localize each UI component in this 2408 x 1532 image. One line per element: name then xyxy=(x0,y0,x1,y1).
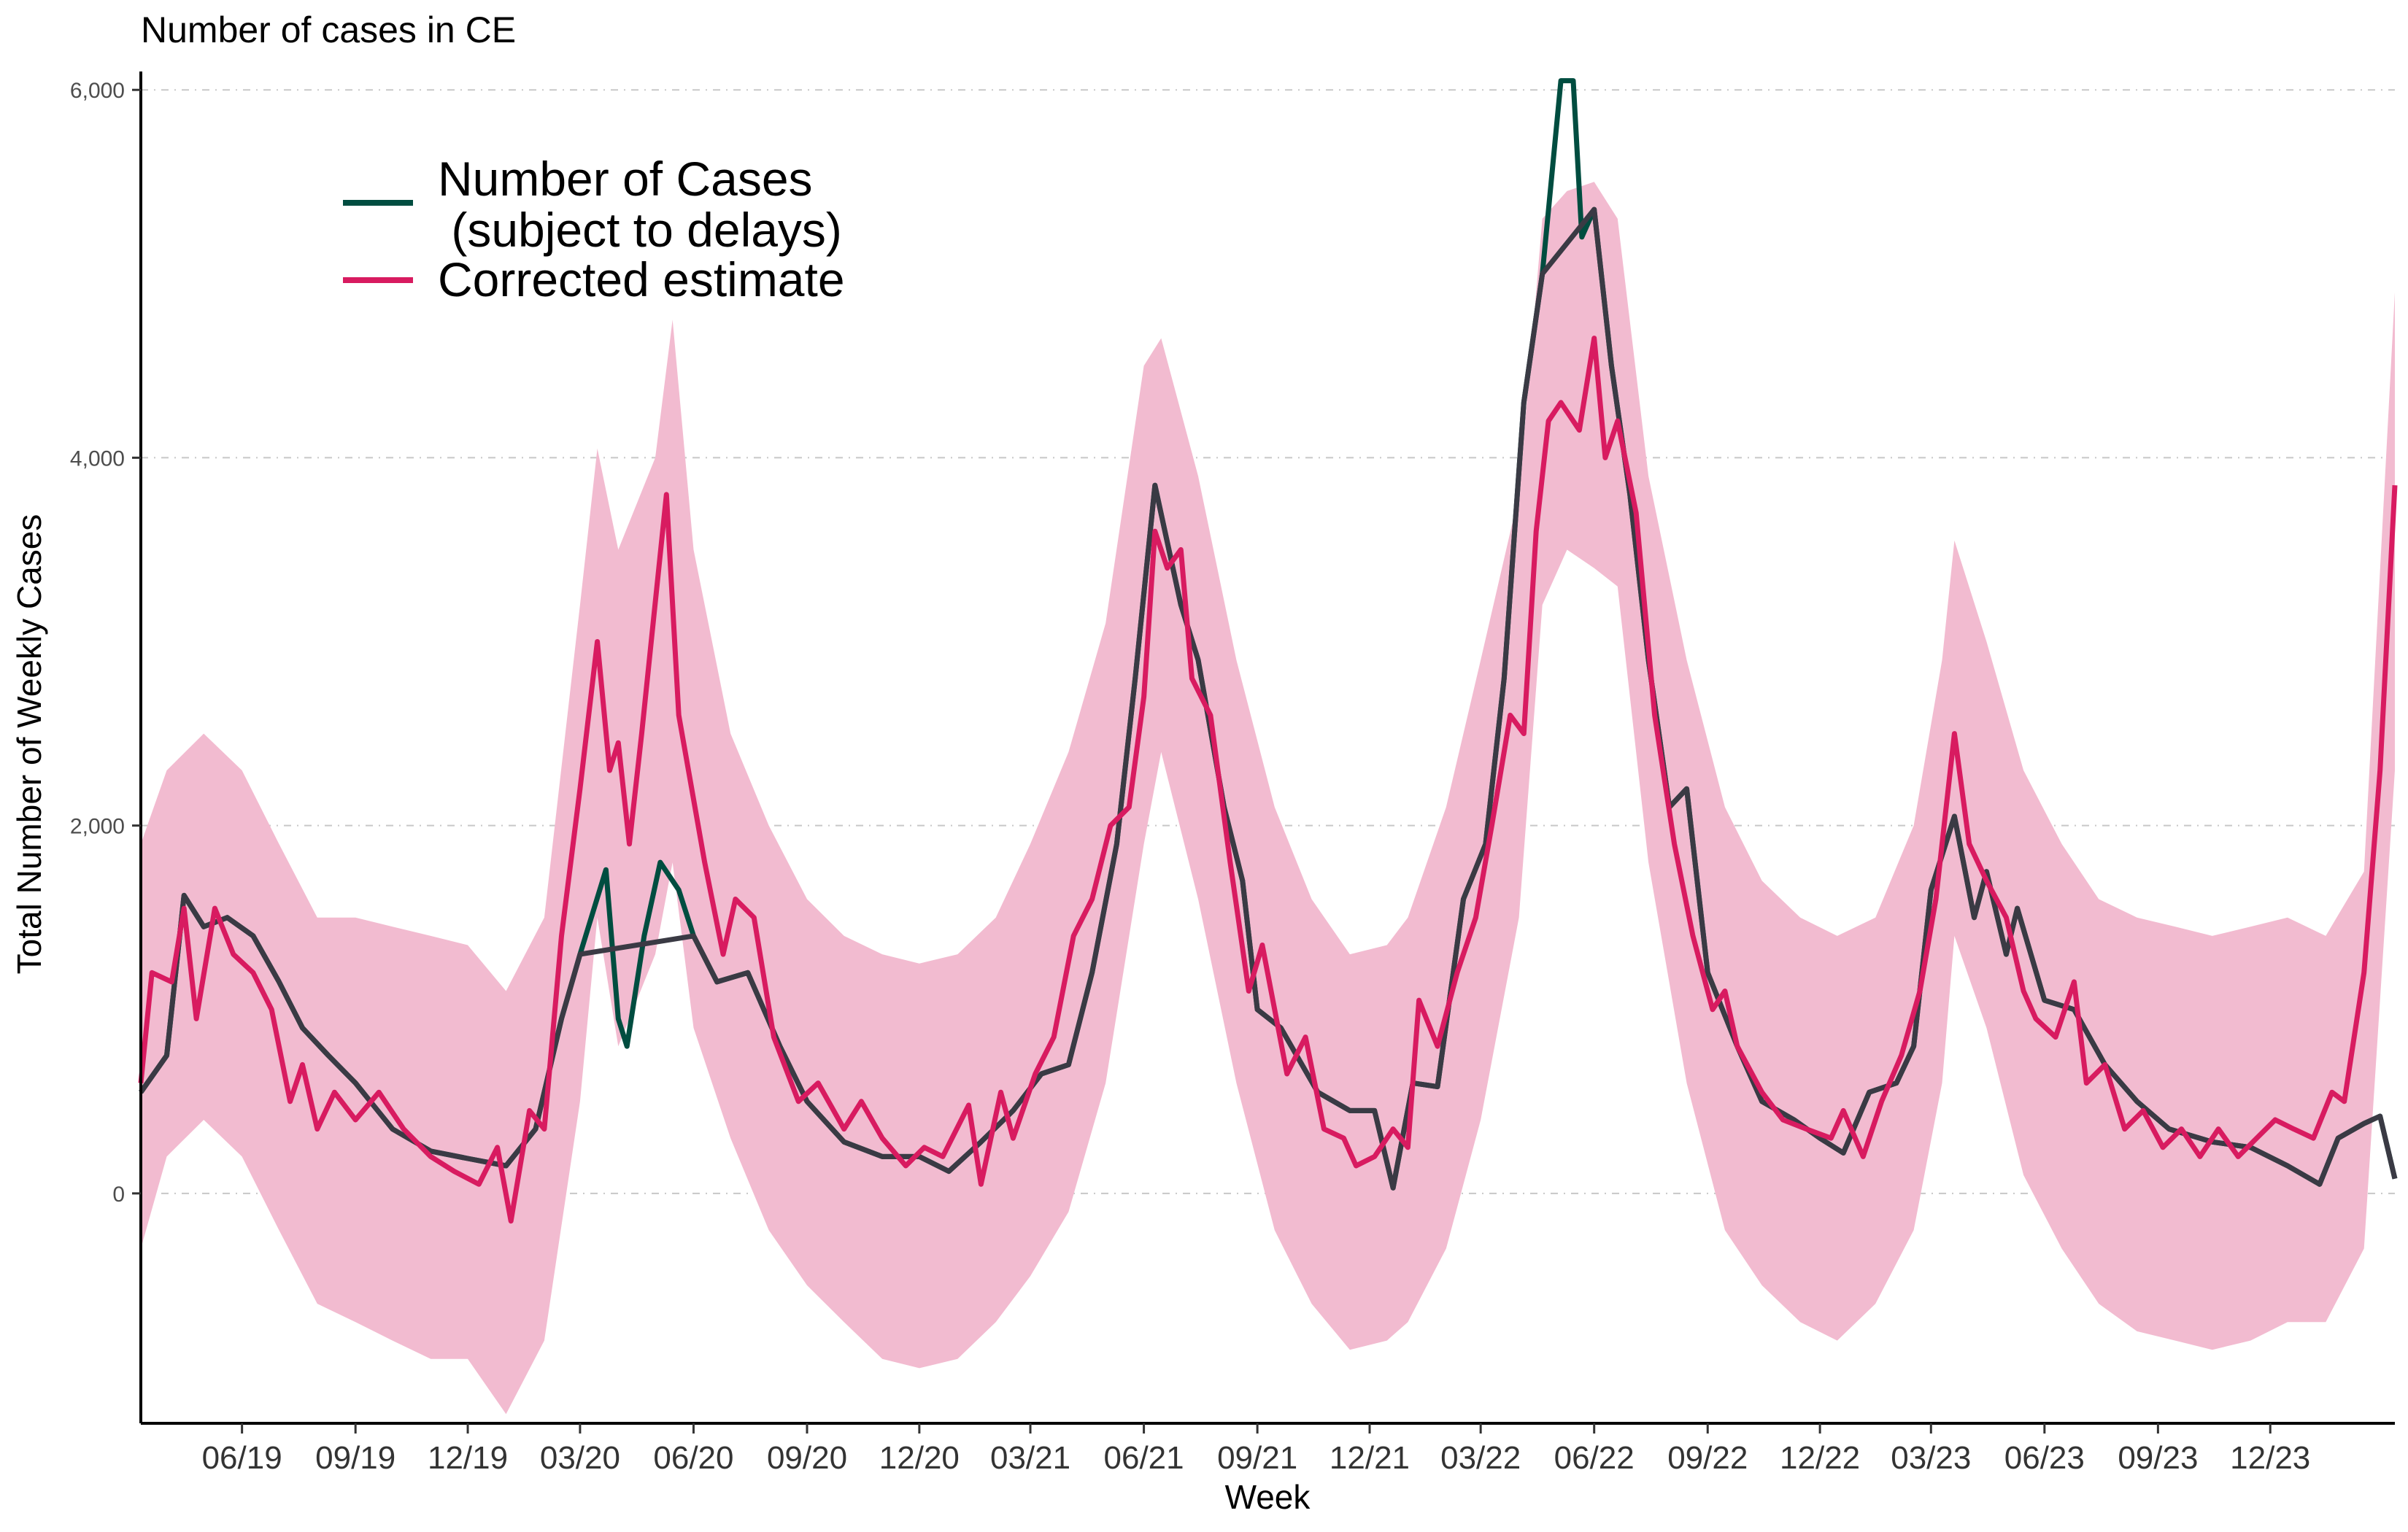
y-axis-label: Total Number of Weekly Cases xyxy=(10,514,48,975)
x-tick-label: 09/21 xyxy=(1217,1440,1297,1476)
legend: Number of Cases (subject to delays) Corr… xyxy=(343,152,845,306)
x-tick-label: 03/22 xyxy=(1440,1440,1521,1476)
x-tick-label: 12/20 xyxy=(879,1440,960,1476)
series-line-estimate xyxy=(138,336,2398,1224)
x-tick-label: 06/21 xyxy=(1104,1440,1184,1476)
x-tick-label: 09/19 xyxy=(315,1440,395,1476)
estimate-interval-area xyxy=(141,182,2395,1415)
x-tick-label: 09/22 xyxy=(1667,1440,1748,1476)
x-axis-label: Week xyxy=(1225,1478,1311,1516)
x-tick-label: 09/23 xyxy=(2118,1440,2198,1476)
x-tick-label: 12/21 xyxy=(1330,1440,1410,1476)
legend-label-cases: Number of Cases (subject to delays) xyxy=(438,152,842,257)
axes xyxy=(139,71,2395,1425)
y-tick-label: 6,000 xyxy=(70,79,125,103)
x-tick-label: 03/20 xyxy=(540,1440,620,1476)
y-tick-label: 4,000 xyxy=(70,446,125,471)
y-axis-ticks: 0 2,000 4,000 6,000 xyxy=(70,79,141,1207)
x-tick-label: 12/23 xyxy=(2230,1440,2310,1476)
x-tick-label: 06/19 xyxy=(202,1440,282,1476)
legend-label-cases-line2: (subject to delays) xyxy=(438,203,842,257)
legend-label-estimate: Corrected estimate xyxy=(438,252,845,306)
x-tick-label: 12/22 xyxy=(1780,1440,1860,1476)
x-tick-label: 12/19 xyxy=(428,1440,508,1476)
x-tick-label: 03/23 xyxy=(1891,1440,1971,1476)
x-tick-label: 06/20 xyxy=(653,1440,733,1476)
x-tick-label: 06/23 xyxy=(2004,1440,2085,1476)
x-tick-label: 03/21 xyxy=(990,1440,1070,1476)
series-lines xyxy=(138,78,2398,1224)
series-line-cases xyxy=(139,206,2398,1191)
x-axis-ticks: 06/19 09/19 12/19 03/20 06/20 09/20 12/20 03/21… xyxy=(202,1423,2310,1476)
x-tick-label: 06/22 xyxy=(1554,1440,1635,1476)
x-tick-label: 09/20 xyxy=(767,1440,847,1476)
chart-title: Number of cases in CE xyxy=(141,9,516,50)
legend-label-cases-line1: Number of Cases xyxy=(438,152,813,206)
estimate-interval-band xyxy=(141,182,2395,1415)
y-tick-label: 0 xyxy=(112,1183,125,1207)
y-tick-label: 2,000 xyxy=(70,815,125,839)
